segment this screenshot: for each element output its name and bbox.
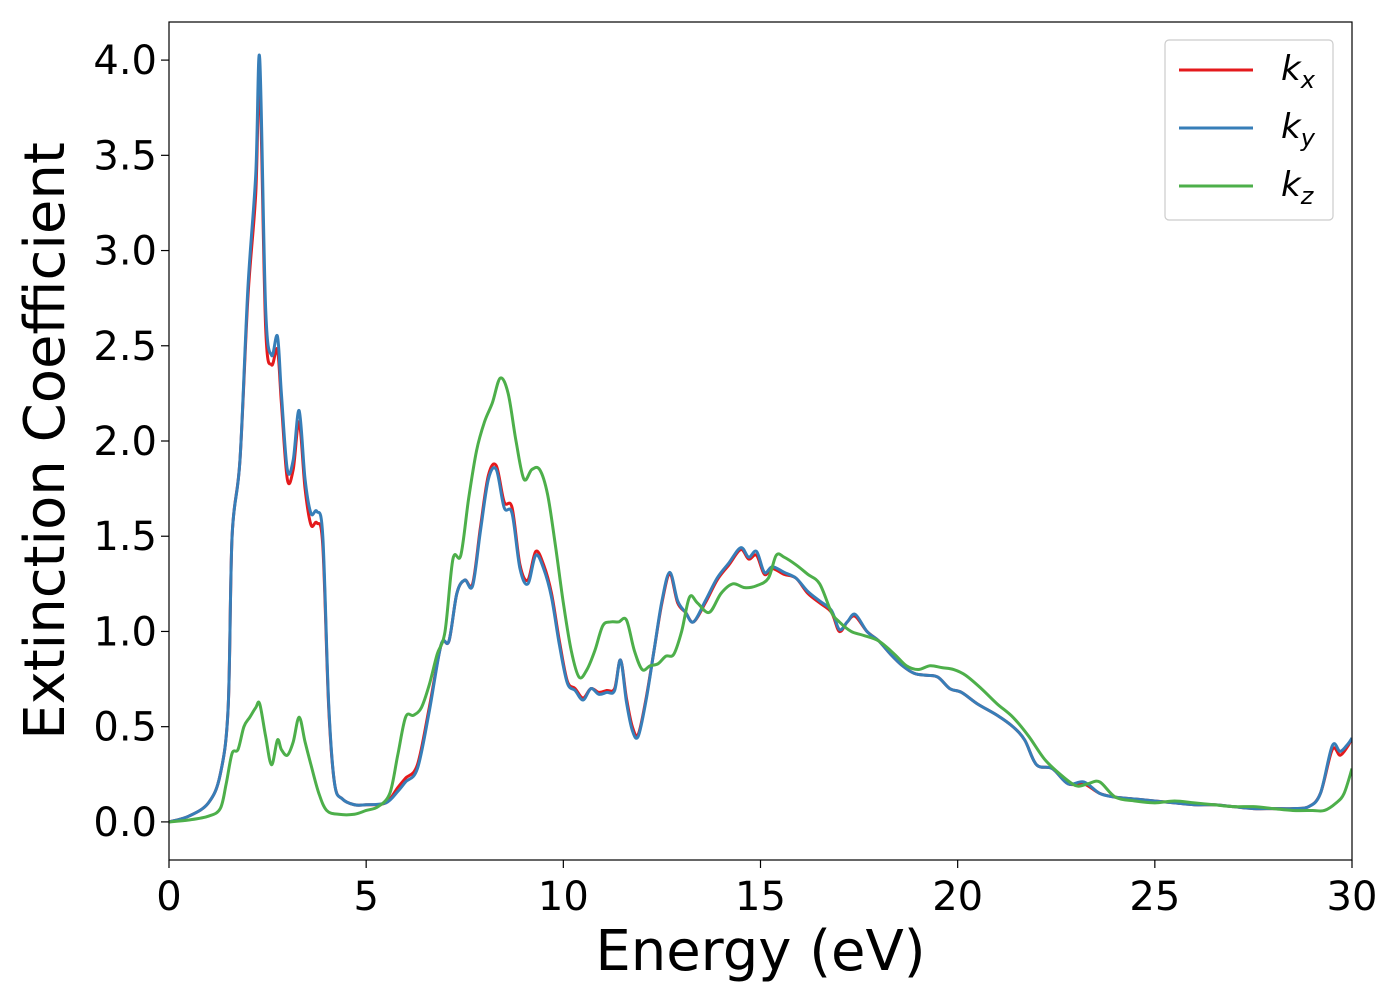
x-tick-label: 20 <box>932 874 983 920</box>
x-tick-label: 15 <box>735 874 786 920</box>
x-tick-label: 30 <box>1327 874 1378 920</box>
legend: kx ky kz <box>1164 39 1334 221</box>
y-tick-label: 0.5 <box>93 705 157 751</box>
series-line-y <box>169 53 1352 824</box>
y-tick-label: 1.5 <box>93 514 157 560</box>
series-line-z <box>169 376 1352 824</box>
y-tick-label: 1.0 <box>93 609 157 655</box>
y-tick-label: 4.0 <box>93 38 157 84</box>
legend-box <box>1164 39 1334 221</box>
legend-label-x: kx <box>1281 49 1316 94</box>
x-tick-label: 5 <box>353 874 378 920</box>
x-axis-label: Energy (eV) <box>595 919 925 984</box>
x-tick-label: 10 <box>538 874 589 920</box>
y-tick-label: 3.0 <box>93 229 157 275</box>
y-tick-label: 0.0 <box>93 800 157 846</box>
legend-label-y: ky <box>1281 107 1316 152</box>
x-tick-label: 0 <box>156 874 181 920</box>
y-tick-label: 3.5 <box>93 133 157 179</box>
x-axis-ticks: 0 5 10 15 20 25 30 <box>156 860 1377 920</box>
series-layer <box>169 53 1352 824</box>
y-axis-label: Extinction Coefficient <box>13 142 78 740</box>
legend-label-z: kz <box>1281 165 1315 210</box>
y-tick-label: 2.0 <box>93 419 157 465</box>
y-tick-label: 2.5 <box>93 324 157 370</box>
x-tick-label: 25 <box>1129 874 1180 920</box>
y-axis-ticks: 0.0 0.5 1.0 1.5 2.0 2.5 3.0 3.5 4.0 <box>93 38 169 846</box>
